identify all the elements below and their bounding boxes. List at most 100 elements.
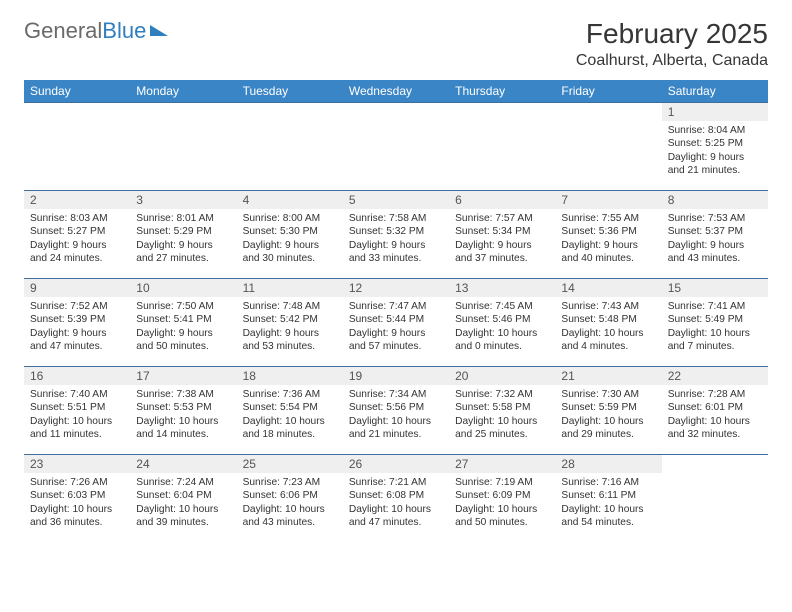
calendar-week: 23Sunrise: 7:26 AMSunset: 6:03 PMDayligh… [24,455,768,543]
day-number: 17 [130,367,236,385]
calendar-cell: 27Sunrise: 7:19 AMSunset: 6:09 PMDayligh… [449,455,555,543]
day-details: Sunrise: 8:00 AMSunset: 5:30 PMDaylight:… [237,209,343,270]
day-number: 4 [237,191,343,209]
day-details: Sunrise: 7:58 AMSunset: 5:32 PMDaylight:… [343,209,449,270]
calendar-cell: 19Sunrise: 7:34 AMSunset: 5:56 PMDayligh… [343,367,449,455]
day-details: Sunrise: 7:16 AMSunset: 6:11 PMDaylight:… [555,473,661,534]
day-number: 23 [24,455,130,473]
calendar-cell [662,455,768,543]
calendar-cell: 25Sunrise: 7:23 AMSunset: 6:06 PMDayligh… [237,455,343,543]
calendar-cell: 28Sunrise: 7:16 AMSunset: 6:11 PMDayligh… [555,455,661,543]
dow-header: Thursday [449,80,555,103]
calendar-cell [237,103,343,191]
day-details: Sunrise: 8:01 AMSunset: 5:29 PMDaylight:… [130,209,236,270]
calendar-cell: 15Sunrise: 7:41 AMSunset: 5:49 PMDayligh… [662,279,768,367]
day-details: Sunrise: 7:24 AMSunset: 6:04 PMDaylight:… [130,473,236,534]
day-details: Sunrise: 7:28 AMSunset: 6:01 PMDaylight:… [662,385,768,446]
day-number: 19 [343,367,449,385]
day-number: 7 [555,191,661,209]
logo-text: GeneralBlue [24,18,146,44]
calendar-cell [24,103,130,191]
day-number: 28 [555,455,661,473]
day-details: Sunrise: 7:23 AMSunset: 6:06 PMDaylight:… [237,473,343,534]
calendar-cell: 1Sunrise: 8:04 AMSunset: 5:25 PMDaylight… [662,103,768,191]
logo-triangle-icon [150,25,168,36]
day-number: 13 [449,279,555,297]
calendar-cell: 22Sunrise: 7:28 AMSunset: 6:01 PMDayligh… [662,367,768,455]
calendar-cell: 21Sunrise: 7:30 AMSunset: 5:59 PMDayligh… [555,367,661,455]
calendar-week: 9Sunrise: 7:52 AMSunset: 5:39 PMDaylight… [24,279,768,367]
calendar-cell: 9Sunrise: 7:52 AMSunset: 5:39 PMDaylight… [24,279,130,367]
day-number: 11 [237,279,343,297]
calendar-cell [130,103,236,191]
day-of-week-row: SundayMondayTuesdayWednesdayThursdayFrid… [24,80,768,103]
day-number: 14 [555,279,661,297]
location-text: Coalhurst, Alberta, Canada [576,52,768,70]
day-number: 26 [343,455,449,473]
calendar-cell: 23Sunrise: 7:26 AMSunset: 6:03 PMDayligh… [24,455,130,543]
day-number: 2 [24,191,130,209]
calendar-week: 16Sunrise: 7:40 AMSunset: 5:51 PMDayligh… [24,367,768,455]
calendar-cell: 4Sunrise: 8:00 AMSunset: 5:30 PMDaylight… [237,191,343,279]
calendar-cell: 6Sunrise: 7:57 AMSunset: 5:34 PMDaylight… [449,191,555,279]
day-number: 6 [449,191,555,209]
day-details: Sunrise: 7:53 AMSunset: 5:37 PMDaylight:… [662,209,768,270]
calendar-cell: 13Sunrise: 7:45 AMSunset: 5:46 PMDayligh… [449,279,555,367]
calendar-cell [343,103,449,191]
dow-header: Saturday [662,80,768,103]
calendar-cell: 7Sunrise: 7:55 AMSunset: 5:36 PMDaylight… [555,191,661,279]
calendar-cell: 11Sunrise: 7:48 AMSunset: 5:42 PMDayligh… [237,279,343,367]
day-details: Sunrise: 7:32 AMSunset: 5:58 PMDaylight:… [449,385,555,446]
calendar-week: 2Sunrise: 8:03 AMSunset: 5:27 PMDaylight… [24,191,768,279]
day-number: 25 [237,455,343,473]
calendar-cell: 3Sunrise: 8:01 AMSunset: 5:29 PMDaylight… [130,191,236,279]
day-details: Sunrise: 7:30 AMSunset: 5:59 PMDaylight:… [555,385,661,446]
month-title: February 2025 [576,18,768,50]
day-number: 15 [662,279,768,297]
day-details: Sunrise: 8:04 AMSunset: 5:25 PMDaylight:… [662,121,768,182]
calendar-table: SundayMondayTuesdayWednesdayThursdayFrid… [24,80,768,543]
day-number: 22 [662,367,768,385]
logo-word1: General [24,18,102,43]
dow-header: Friday [555,80,661,103]
day-details: Sunrise: 7:40 AMSunset: 5:51 PMDaylight:… [24,385,130,446]
day-number: 18 [237,367,343,385]
title-block: February 2025 Coalhurst, Alberta, Canada [576,18,768,70]
day-details: Sunrise: 7:57 AMSunset: 5:34 PMDaylight:… [449,209,555,270]
dow-header: Tuesday [237,80,343,103]
calendar-cell [555,103,661,191]
logo-word2: Blue [102,18,146,43]
calendar-cell: 17Sunrise: 7:38 AMSunset: 5:53 PMDayligh… [130,367,236,455]
day-details: Sunrise: 7:34 AMSunset: 5:56 PMDaylight:… [343,385,449,446]
day-details: Sunrise: 7:45 AMSunset: 5:46 PMDaylight:… [449,297,555,358]
day-details: Sunrise: 7:38 AMSunset: 5:53 PMDaylight:… [130,385,236,446]
day-details: Sunrise: 7:52 AMSunset: 5:39 PMDaylight:… [24,297,130,358]
logo: GeneralBlue [24,18,168,44]
day-number: 10 [130,279,236,297]
calendar-week: 1Sunrise: 8:04 AMSunset: 5:25 PMDaylight… [24,103,768,191]
day-number: 1 [662,103,768,121]
calendar-cell: 24Sunrise: 7:24 AMSunset: 6:04 PMDayligh… [130,455,236,543]
day-number: 20 [449,367,555,385]
dow-header: Wednesday [343,80,449,103]
calendar-cell: 5Sunrise: 7:58 AMSunset: 5:32 PMDaylight… [343,191,449,279]
day-details: Sunrise: 7:21 AMSunset: 6:08 PMDaylight:… [343,473,449,534]
calendar-cell: 18Sunrise: 7:36 AMSunset: 5:54 PMDayligh… [237,367,343,455]
day-details: Sunrise: 7:50 AMSunset: 5:41 PMDaylight:… [130,297,236,358]
dow-header: Sunday [24,80,130,103]
day-number: 9 [24,279,130,297]
day-details: Sunrise: 7:55 AMSunset: 5:36 PMDaylight:… [555,209,661,270]
day-details: Sunrise: 7:19 AMSunset: 6:09 PMDaylight:… [449,473,555,534]
calendar-cell: 20Sunrise: 7:32 AMSunset: 5:58 PMDayligh… [449,367,555,455]
day-details: Sunrise: 7:41 AMSunset: 5:49 PMDaylight:… [662,297,768,358]
calendar-cell: 12Sunrise: 7:47 AMSunset: 5:44 PMDayligh… [343,279,449,367]
day-number: 27 [449,455,555,473]
day-details: Sunrise: 7:47 AMSunset: 5:44 PMDaylight:… [343,297,449,358]
day-number: 5 [343,191,449,209]
calendar-body: 1Sunrise: 8:04 AMSunset: 5:25 PMDaylight… [24,103,768,543]
calendar-cell: 16Sunrise: 7:40 AMSunset: 5:51 PMDayligh… [24,367,130,455]
calendar-cell: 14Sunrise: 7:43 AMSunset: 5:48 PMDayligh… [555,279,661,367]
day-details: Sunrise: 7:36 AMSunset: 5:54 PMDaylight:… [237,385,343,446]
day-details: Sunrise: 7:43 AMSunset: 5:48 PMDaylight:… [555,297,661,358]
day-details: Sunrise: 7:26 AMSunset: 6:03 PMDaylight:… [24,473,130,534]
